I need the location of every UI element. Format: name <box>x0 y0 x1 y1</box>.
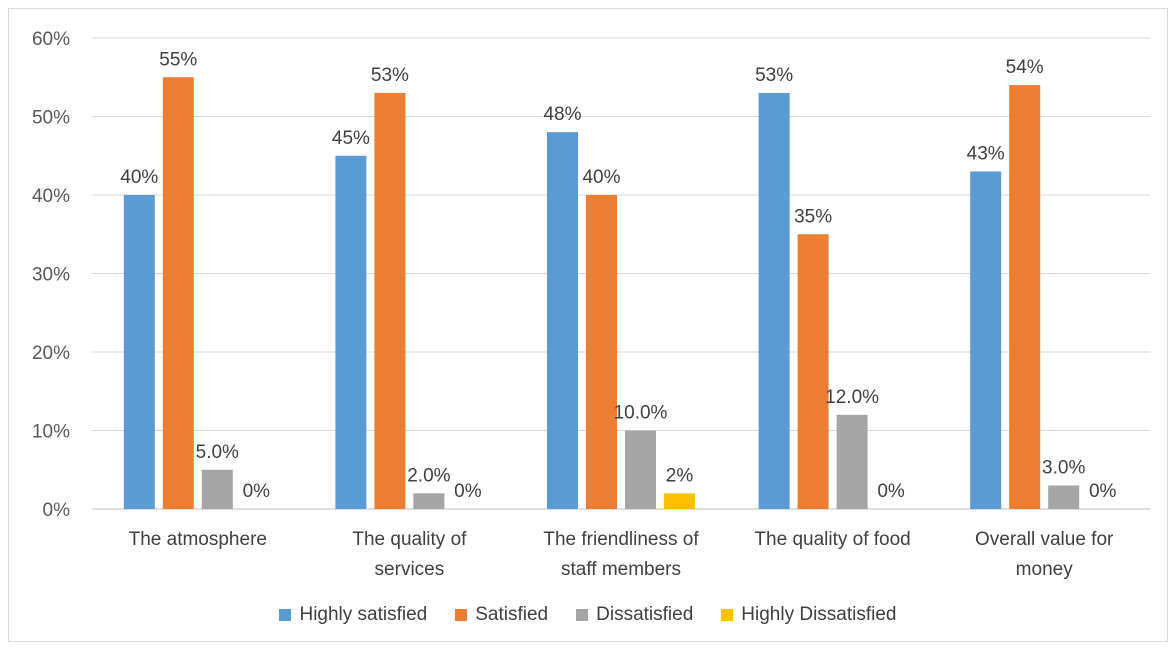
legend-label: Dissatisfied <box>596 604 694 625</box>
bar <box>123 195 155 509</box>
legend-swatch <box>279 609 292 621</box>
bar <box>335 155 367 509</box>
bar <box>758 92 790 509</box>
data-label: 10.0% <box>614 403 668 424</box>
data-label: 55% <box>159 49 197 70</box>
legend-item: Highly Dissatisfied <box>721 604 897 626</box>
bar <box>547 132 578 509</box>
data-label: 35% <box>794 206 832 227</box>
legend-item: Highly satisfied <box>279 604 427 626</box>
legend-label: Satisfied <box>475 604 549 625</box>
bar <box>970 171 1002 509</box>
data-label: 0% <box>243 481 271 502</box>
data-label: 48% <box>543 104 581 125</box>
data-label: 45% <box>332 128 370 149</box>
legend-swatch <box>721 609 734 621</box>
x-category-label: The quality of food <box>754 529 910 550</box>
legend-swatch <box>576 609 589 621</box>
y-tick-label: 10% <box>32 422 70 443</box>
bar <box>586 195 617 509</box>
data-label: 12.0% <box>825 387 879 408</box>
bar <box>836 414 868 509</box>
y-tick-label: 20% <box>32 343 70 364</box>
y-tick-label: 30% <box>32 265 70 286</box>
y-tick-label: 0% <box>43 500 71 521</box>
data-label: 0% <box>454 481 482 502</box>
x-category-label: The quality of <box>352 529 467 550</box>
bar <box>201 469 233 509</box>
x-category-label: The atmosphere <box>129 529 267 550</box>
x-category-label: money <box>1016 559 1074 580</box>
bar <box>162 77 194 509</box>
bar <box>1009 85 1041 509</box>
bar <box>374 92 406 509</box>
data-label: 54% <box>1006 57 1044 78</box>
x-category-label: services <box>375 559 445 580</box>
bar <box>664 493 695 509</box>
data-label: 2% <box>666 465 694 486</box>
data-label: 43% <box>967 143 1005 164</box>
x-category-label: Overall value for <box>975 529 1114 550</box>
data-label: 3.0% <box>1042 457 1085 478</box>
legend-item: Satisfied <box>455 604 548 626</box>
data-label: 40% <box>582 167 620 188</box>
data-label: 53% <box>755 65 793 86</box>
bar <box>413 493 445 509</box>
bar <box>797 234 829 509</box>
y-tick-label: 40% <box>32 186 70 207</box>
x-category-label: staff members <box>561 559 681 580</box>
legend-label: Highly satisfied <box>299 604 428 625</box>
bar <box>625 430 656 509</box>
chart-legend: Highly satisfied Satisfied Dissatisfied Hig… <box>0 604 1176 626</box>
data-label: 0% <box>1089 481 1117 502</box>
legend-item: Dissatisfied <box>576 604 693 626</box>
data-label: 0% <box>877 481 905 502</box>
legend-label: Highly Dissatisfied <box>741 604 897 625</box>
data-label: 2.0% <box>407 465 450 486</box>
data-label: 53% <box>371 65 409 86</box>
data-label: 40% <box>120 167 158 188</box>
x-category-label: The friendliness of <box>543 529 699 550</box>
legend-swatch <box>455 609 468 621</box>
bar <box>1048 485 1080 509</box>
y-tick-label: 60% <box>32 29 70 50</box>
data-label: 5.0% <box>196 442 239 463</box>
y-tick-label: 50% <box>32 108 70 129</box>
